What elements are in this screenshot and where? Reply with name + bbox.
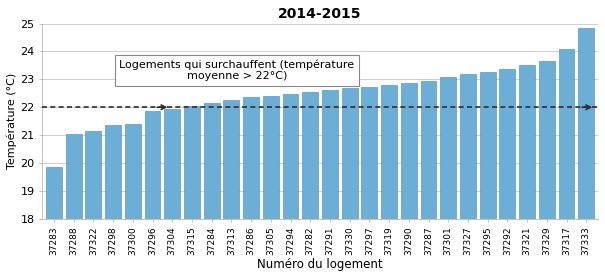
Bar (85, 131, 101, 278)
Bar (302, 92, 318, 278)
Title: 2014-2015: 2014-2015 (278, 7, 362, 21)
Bar (500, 69, 515, 278)
Bar (263, 96, 279, 278)
Bar (578, 28, 594, 278)
Bar (519, 65, 535, 278)
Bar (361, 86, 378, 278)
Bar (322, 90, 338, 278)
Bar (105, 125, 121, 278)
Bar (401, 83, 417, 278)
Bar (460, 74, 476, 278)
Bar (184, 106, 200, 278)
Bar (165, 109, 180, 278)
Bar (440, 77, 456, 278)
Bar (539, 61, 555, 278)
Bar (125, 124, 141, 278)
Text: Logements qui surchauffent (température
moyenne > 22°C): Logements qui surchauffent (température … (119, 59, 355, 81)
Y-axis label: Température (°C): Température (°C) (7, 73, 18, 169)
Bar (145, 111, 160, 278)
Bar (283, 94, 298, 278)
Bar (480, 71, 495, 278)
Bar (204, 103, 220, 278)
Bar (223, 100, 239, 278)
Bar (381, 85, 397, 278)
Bar (420, 81, 436, 278)
Bar (243, 98, 259, 278)
Bar (46, 167, 62, 278)
X-axis label: Numéro du logement: Numéro du logement (257, 258, 383, 271)
Bar (66, 134, 82, 278)
Bar (558, 49, 574, 278)
Bar (342, 88, 358, 278)
